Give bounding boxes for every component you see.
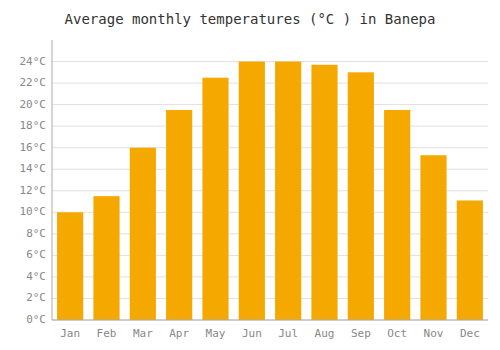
grid	[52, 62, 488, 320]
x-tick-label: Nov	[424, 327, 444, 340]
x-tick-label: Dec	[460, 327, 480, 340]
x-tick-label: Apr	[169, 327, 189, 340]
x-tick-label: Mar	[133, 327, 153, 340]
grid-line	[52, 61, 488, 62]
chart-container: 0°C 2°C 4°C 6°C 8°C 10°C 12°C 14°C 16°C 18°C 20°C 2…	[0, 0, 500, 350]
grid-line	[52, 104, 488, 105]
x-tick-label: Sep	[351, 327, 371, 340]
y-tick-label: 2°C	[26, 291, 46, 304]
grid-line	[52, 147, 488, 148]
y-tick-label: 14°C	[20, 162, 47, 175]
chart-svg: 0°C 2°C 4°C 6°C 8°C 10°C 12°C 14°C 16°C 18°C 20°C 2…	[0, 0, 500, 350]
x-tick-label: Aug	[315, 327, 335, 340]
x-axis-line	[52, 320, 488, 321]
bar	[311, 65, 337, 320]
bar	[239, 62, 265, 320]
y-tick-label: 20°C	[20, 98, 47, 111]
y-tick-label: 18°C	[20, 119, 47, 132]
x-tick-label: Jun	[242, 327, 262, 340]
grid-line	[52, 126, 488, 127]
bars	[57, 62, 483, 320]
y-axis-ticks: 0°C 2°C 4°C 6°C 8°C 10°C 12°C 14°C 16°C 18°C 20°C 2…	[20, 55, 47, 326]
bar	[130, 148, 156, 320]
bar	[93, 196, 119, 320]
grid-line	[52, 320, 488, 321]
x-tick-label: Feb	[97, 327, 117, 340]
x-axis-ticks: Jan Feb Mar Apr May Jun Jul Aug Sep Oct Nov Dec	[60, 327, 480, 340]
y-tick-label: 8°C	[26, 227, 46, 240]
y-tick-label: 0°C	[26, 313, 46, 326]
bar	[166, 110, 192, 320]
y-tick-label: 16°C	[20, 141, 47, 154]
y-tick-label: 4°C	[26, 270, 46, 283]
y-tick-label: 6°C	[26, 248, 46, 261]
x-tick-label: Jan	[60, 327, 80, 340]
y-axis-line	[52, 40, 53, 320]
bar	[348, 72, 374, 320]
bar	[57, 212, 83, 320]
bar	[457, 200, 483, 320]
x-tick-label: Oct	[387, 327, 407, 340]
bar	[420, 155, 446, 320]
bar	[384, 110, 410, 320]
x-tick-label: Jul	[278, 327, 298, 340]
title: Average monthly temperatures (°C ) in Ba…	[65, 11, 436, 27]
y-tick-label: 10°C	[20, 205, 47, 218]
x-tick-label: May	[206, 327, 226, 340]
bar	[202, 78, 228, 320]
y-tick-label: 24°C	[20, 55, 47, 68]
bar	[275, 62, 301, 320]
y-tick-label: 12°C	[20, 184, 47, 197]
y-tick-label: 22°C	[20, 76, 47, 89]
grid-line	[52, 83, 488, 84]
